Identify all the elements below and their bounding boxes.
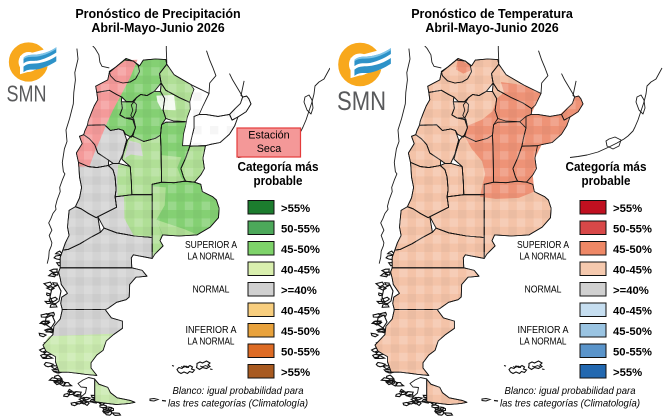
svg-text:50-55%: 50-55% — [281, 224, 320, 236]
svg-text:45-50%: 45-50% — [613, 244, 652, 256]
svg-text:>55%: >55% — [613, 367, 642, 379]
svg-text:40-45%: 40-45% — [281, 306, 320, 318]
svg-text:NORMAL: NORMAL — [193, 285, 230, 296]
svg-text:45-50%: 45-50% — [281, 326, 320, 338]
svg-text:Seca: Seca — [257, 143, 282, 155]
svg-text:probable: probable — [254, 174, 303, 188]
svg-text:50-55%: 50-55% — [613, 347, 652, 359]
svg-text:Estación: Estación — [248, 130, 289, 142]
svg-text:40-45%: 40-45% — [613, 306, 652, 318]
svg-text:>55%: >55% — [281, 203, 310, 215]
svg-text:45-50%: 45-50% — [613, 326, 652, 338]
svg-text:INFERIOR A: INFERIOR A — [186, 325, 237, 336]
svg-text:las tres categorías (Climatolo: las tres categorías (Climatología) — [500, 398, 640, 410]
svg-text:LA NORMAL: LA NORMAL — [188, 337, 235, 348]
svg-text:probable: probable — [582, 174, 631, 188]
svg-text:SUPERIOR A: SUPERIOR A — [185, 240, 237, 251]
svg-text:40-45%: 40-45% — [613, 265, 652, 277]
svg-text:Abril-Mayo-Junio 2026: Abril-Mayo-Junio 2026 — [425, 21, 558, 35]
svg-text:Pronóstico de Temperatura: Pronóstico de Temperatura — [411, 7, 574, 21]
svg-text:Categoría más: Categoría más — [238, 160, 319, 174]
svg-text:Abril-Mayo-Junio 2026: Abril-Mayo-Junio 2026 — [91, 21, 224, 35]
svg-text:LA NORMAL: LA NORMAL — [520, 337, 567, 348]
svg-text:Categoría más: Categoría más — [566, 160, 647, 174]
svg-text:Pronóstico de Precipitación: Pronóstico de Precipitación — [75, 7, 240, 21]
svg-text:>=40%: >=40% — [281, 285, 317, 297]
svg-text:Blanco: igual probabilidad par: Blanco: igual probabilidad para — [505, 385, 636, 397]
svg-text:SUPERIOR A: SUPERIOR A — [517, 240, 569, 251]
svg-text:las tres categorías (Climatolo: las tres categorías (Climatología) — [168, 398, 308, 410]
svg-text:SMN: SMN — [7, 81, 47, 107]
svg-text:INFERIOR A: INFERIOR A — [518, 325, 569, 336]
svg-text:LA NORMAL: LA NORMAL — [520, 252, 567, 263]
svg-text:LA NORMAL: LA NORMAL — [188, 252, 235, 263]
svg-text:>=40%: >=40% — [613, 285, 649, 297]
svg-text:50-55%: 50-55% — [281, 347, 320, 359]
svg-text:>55%: >55% — [613, 203, 642, 215]
svg-text:45-50%: 45-50% — [281, 244, 320, 256]
svg-text:50-55%: 50-55% — [613, 224, 652, 236]
svg-text:SMN: SMN — [337, 86, 386, 116]
svg-text:>55%: >55% — [281, 367, 310, 379]
svg-text:Blanco: igual probabilidad par: Blanco: igual probabilidad para — [173, 385, 304, 397]
svg-text:40-45%: 40-45% — [281, 265, 320, 277]
svg-text:NORMAL: NORMAL — [525, 285, 562, 296]
